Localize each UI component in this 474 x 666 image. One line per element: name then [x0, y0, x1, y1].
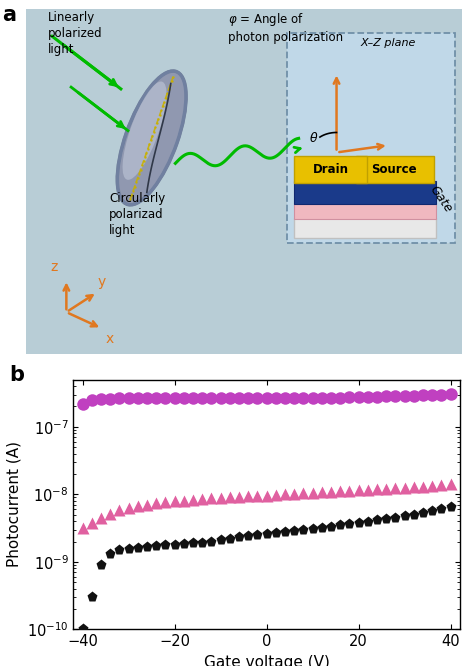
Text: Linearly
polarized
light: Linearly polarized light	[47, 11, 102, 56]
Ellipse shape	[123, 81, 166, 180]
Text: x: x	[106, 332, 114, 346]
Text: Gate: Gate	[427, 184, 455, 216]
FancyBboxPatch shape	[356, 156, 434, 183]
FancyBboxPatch shape	[294, 203, 436, 218]
FancyBboxPatch shape	[294, 182, 436, 204]
Text: a: a	[2, 5, 17, 25]
FancyBboxPatch shape	[26, 9, 462, 354]
Text: z: z	[51, 260, 58, 274]
Y-axis label: Photocurrent (A): Photocurrent (A)	[7, 442, 21, 567]
FancyBboxPatch shape	[294, 218, 436, 238]
FancyBboxPatch shape	[294, 156, 367, 183]
X-axis label: Gate voltage (V): Gate voltage (V)	[204, 655, 329, 666]
Ellipse shape	[118, 71, 186, 204]
FancyBboxPatch shape	[287, 33, 455, 243]
Text: y: y	[98, 274, 106, 288]
Text: $\varphi$ = Angle of
photon polarization: $\varphi$ = Angle of photon polarization	[228, 11, 343, 44]
Text: Drain: Drain	[312, 163, 348, 176]
Text: b: b	[9, 365, 25, 385]
Ellipse shape	[118, 71, 186, 204]
Text: $\theta$: $\theta$	[309, 131, 319, 145]
Text: Source: Source	[372, 163, 417, 176]
Text: X–Z plane: X–Z plane	[360, 38, 416, 48]
Text: Circularly
polarizad
light: Circularly polarizad light	[109, 192, 165, 237]
Ellipse shape	[118, 71, 186, 204]
